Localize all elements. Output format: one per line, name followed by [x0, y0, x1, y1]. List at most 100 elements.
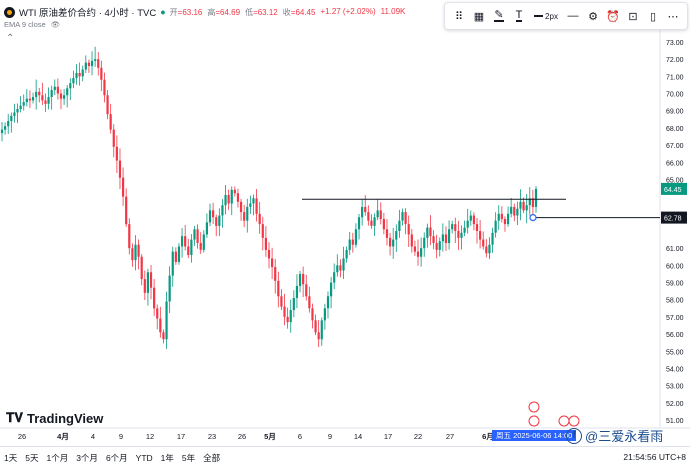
candle-body — [398, 220, 401, 231]
candle-body — [506, 213, 510, 225]
pencil-icon[interactable]: ✎ — [494, 9, 504, 22]
time-tick-label: 9 — [328, 432, 332, 441]
price-tick-label: 54.00 — [666, 366, 684, 373]
bottom-toolbar: 1天 5天 1个月 3个月 6个月 YTD 1年 5年 全部 21:54:56 … — [0, 446, 690, 468]
symbol-title[interactable]: WTI 原油差价合约 · 4小时 · TVC — [19, 8, 157, 19]
candle-body — [84, 62, 87, 70]
time-tick-label: 27 — [446, 432, 454, 441]
candle-body — [109, 114, 112, 130]
candle-body — [47, 96, 50, 104]
candle-body — [413, 246, 417, 252]
candle-body — [444, 234, 448, 244]
candle-body — [379, 210, 382, 219]
candle-body — [274, 267, 277, 281]
candle-body — [121, 177, 125, 197]
candle-body — [401, 212, 404, 221]
candle-body — [314, 320, 317, 333]
price-tick-label: 68.00 — [666, 126, 684, 133]
low-value: =63.12 — [253, 7, 278, 17]
candle-body — [10, 115, 13, 122]
range-6m[interactable]: 6个月 — [105, 452, 128, 463]
candle-body — [50, 90, 53, 97]
range-1y[interactable]: 1年 — [160, 452, 174, 463]
time-tick-label: 4月 — [57, 432, 69, 441]
range-5d[interactable]: 5天 — [25, 452, 39, 463]
time-tick-label: 17 — [384, 432, 392, 441]
candle-body — [441, 234, 444, 242]
candle-body — [528, 198, 531, 206]
low-label: 低 — [245, 7, 254, 17]
tradingview-logo: 𝐓𝐕 TradingView — [6, 410, 103, 426]
candle-body — [500, 213, 503, 219]
candle-body — [224, 194, 227, 206]
range-3m[interactable]: 3个月 — [76, 452, 98, 463]
event-marker-icon — [528, 401, 540, 413]
range-5y[interactable]: 5年 — [181, 452, 196, 463]
candle-body — [357, 217, 361, 230]
indicator-legend: EMA 9 close 👁 — [4, 20, 60, 29]
candle-body — [364, 206, 367, 213]
candle-body — [416, 251, 420, 257]
candle-body — [426, 227, 429, 238]
time-tick-label: 22 — [414, 432, 422, 441]
candle-body — [472, 215, 476, 225]
candle-body — [212, 210, 215, 218]
candle-body — [531, 198, 534, 207]
candle-body — [488, 244, 491, 254]
candle-body — [460, 232, 463, 238]
more-icon[interactable]: ⋯ — [667, 10, 679, 23]
candle-body — [267, 249, 271, 259]
range-1m[interactable]: 1个月 — [46, 452, 69, 463]
candle-body — [482, 239, 485, 247]
candle-body — [320, 320, 323, 340]
ohlc-values: 开=63.16 高=64.69 低=63.12 收=64.45 +1.27 (+… — [170, 7, 406, 18]
candle-body — [153, 287, 156, 309]
indicator-label[interactable]: EMA 9 close — [4, 20, 46, 29]
candle-body — [336, 265, 339, 273]
layout-icon[interactable]: ▦ — [473, 10, 485, 23]
candle-body — [308, 296, 311, 309]
candle-body — [370, 220, 373, 226]
settings-icon[interactable]: ⚙ — [588, 10, 598, 23]
range-ytd[interactable]: YTD — [135, 452, 153, 463]
line-style-icon[interactable]: ― — [567, 10, 579, 22]
eye-icon[interactable]: 👁 — [50, 20, 61, 29]
candle-body — [146, 272, 150, 293]
lock-icon[interactable]: ⊡ — [628, 10, 638, 23]
drag-handle-icon[interactable]: ⠿ — [454, 10, 464, 23]
candle-body — [196, 229, 199, 244]
text-color-icon[interactable]: T — [515, 9, 523, 22]
candle-body — [193, 229, 196, 240]
candle-body — [348, 239, 351, 250]
collapse-legend-icon[interactable]: ⌃ — [6, 33, 15, 44]
current-price-label-bg — [661, 182, 687, 195]
candle-body — [16, 109, 19, 113]
alert-icon[interactable]: ⏰ — [606, 10, 620, 23]
candle-body — [156, 308, 159, 319]
candle-body — [168, 275, 171, 302]
range-all[interactable]: 全部 — [203, 452, 221, 463]
price-tick-label: 60.00 — [666, 263, 684, 270]
candle-body — [286, 316, 289, 323]
chart-legend: WTI 原油差价合约 · 4小时 · TVC ● 开=63.16 高=64.69… — [4, 5, 405, 19]
close-value: =64.45 — [290, 7, 316, 17]
open-value: =63.16 — [177, 7, 203, 17]
time-tick-label: 5月 — [264, 432, 276, 441]
candle-body — [233, 189, 236, 194]
watermark-logo-icon: f — [566, 427, 582, 444]
trash-icon[interactable]: ▯ — [649, 10, 657, 23]
candle-body — [59, 93, 63, 99]
clock[interactable]: 21:54:56 UTC+8 — [623, 452, 686, 462]
price-tick-label: 56.00 — [666, 332, 684, 339]
candle-body — [497, 213, 500, 221]
line-width-button[interactable]: 2px — [531, 7, 561, 25]
range-1d[interactable]: 1天 — [4, 452, 18, 463]
candle-body — [41, 95, 44, 101]
candle-body — [510, 206, 513, 214]
brand-name: TradingView — [27, 410, 104, 426]
candle-body — [66, 88, 69, 96]
candle-body — [4, 126, 7, 130]
candle-body — [469, 215, 472, 221]
candle-body — [90, 60, 94, 67]
